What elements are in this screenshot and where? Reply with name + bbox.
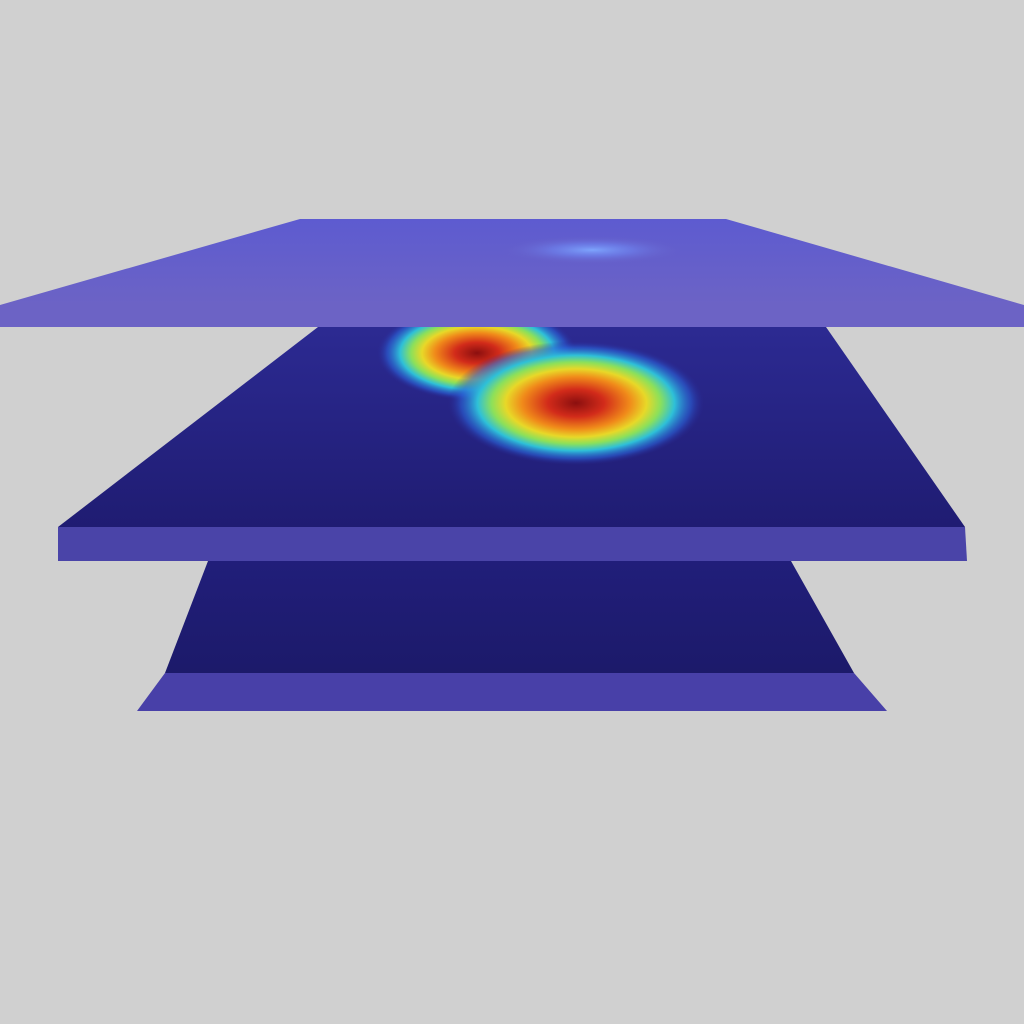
bottom-layer (137, 561, 887, 711)
middle-layer-edge (58, 527, 967, 561)
top-layer-surface (0, 219, 1024, 305)
bottom-layer-surface (165, 561, 854, 673)
bottom-layer-edge (137, 673, 887, 711)
top-layer-edge (0, 305, 1024, 327)
top-layer (0, 219, 1024, 327)
top-layer-hotspot (502, 236, 682, 264)
middle-layer (58, 327, 967, 561)
middle-layer-hotspot-2 (448, 341, 704, 465)
